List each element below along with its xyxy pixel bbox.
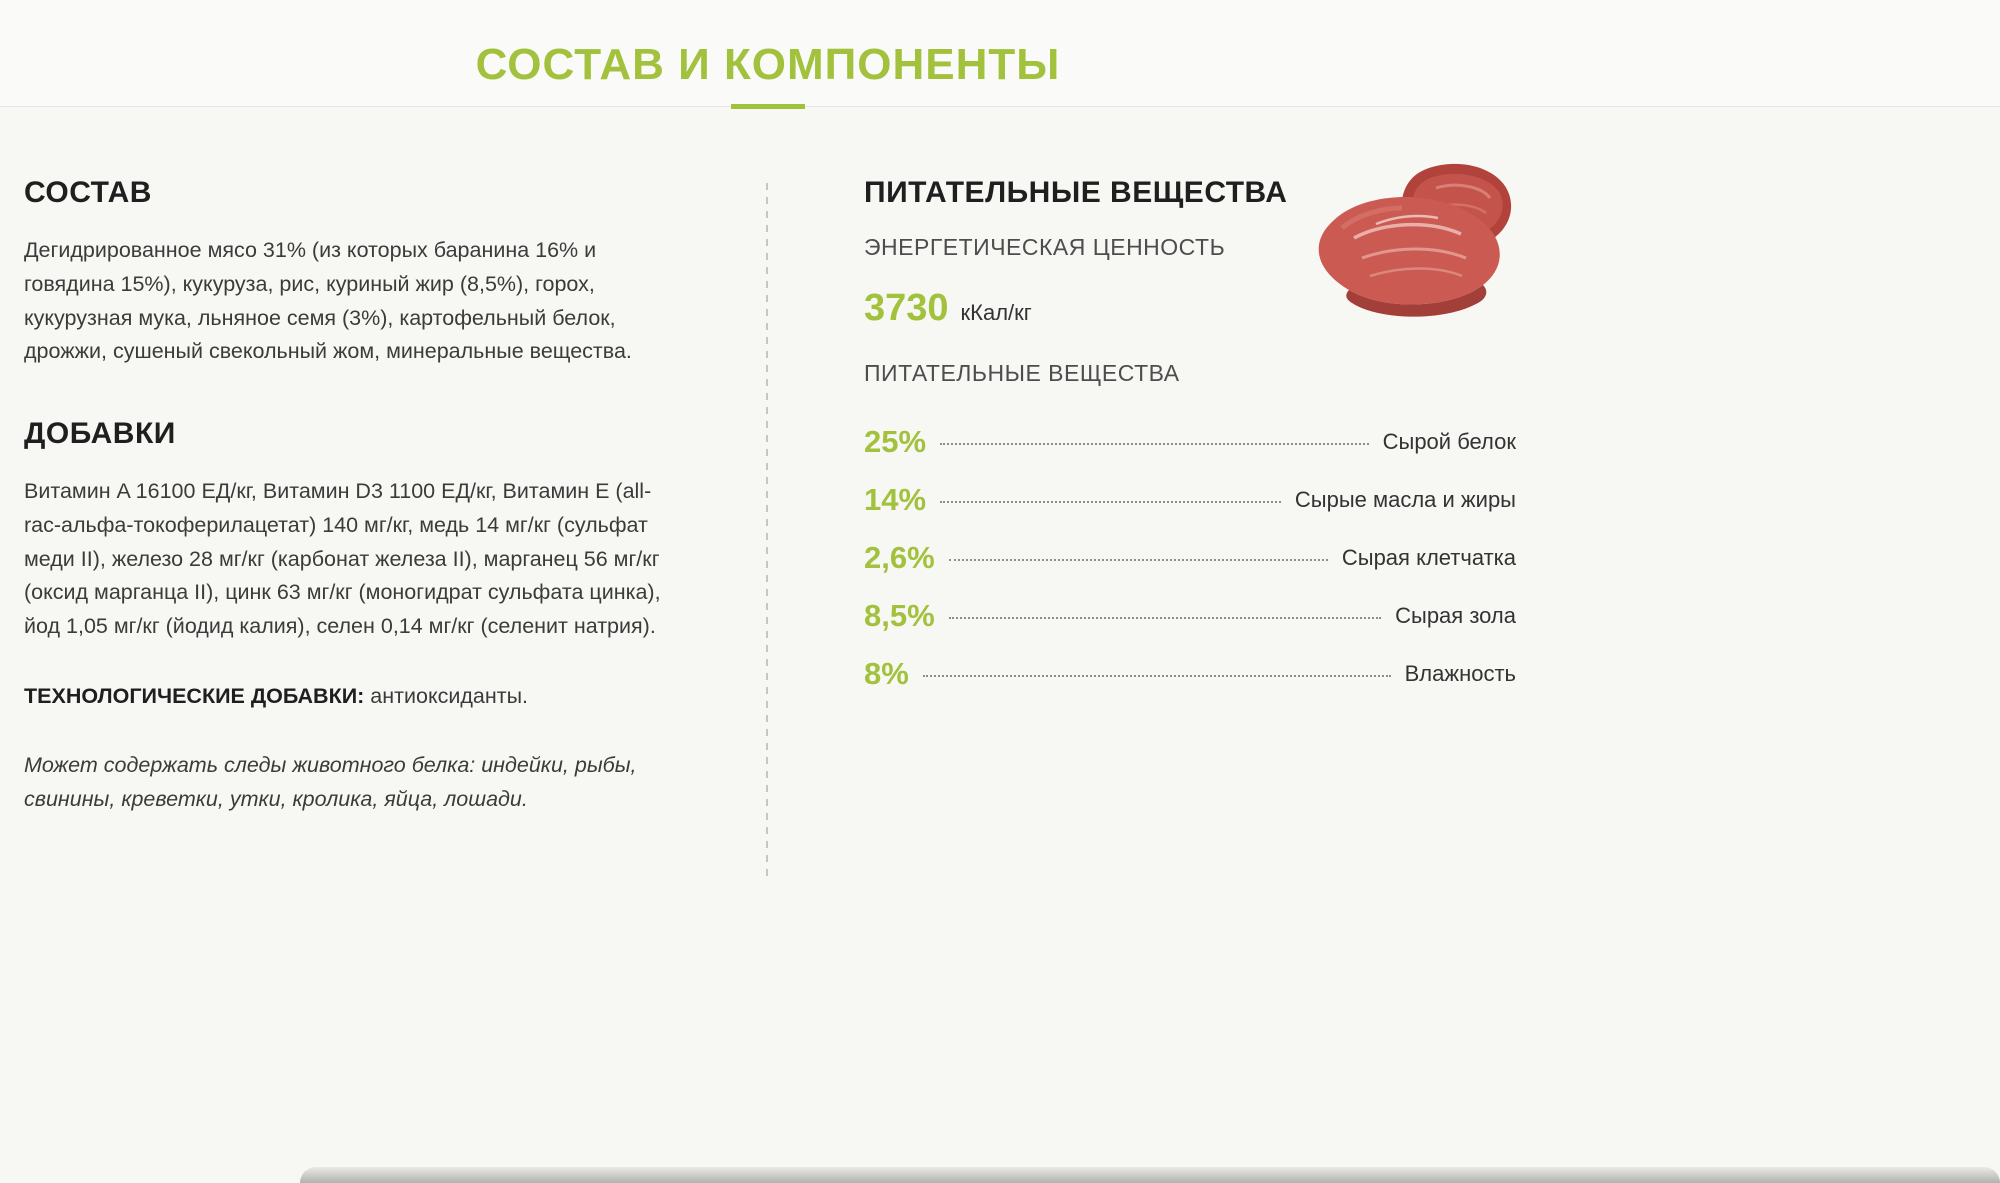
energy-caption: ЭНЕРГЕТИЧЕСКАЯ ЦЕННОСТЬ	[864, 234, 1226, 260]
dotted-leader	[922, 675, 1391, 677]
nutrient-row: 25% Сырой белок	[864, 413, 1516, 471]
nutrient-value: 25%	[864, 424, 927, 459]
composition-body: Дегидрированное мясо 31% (из которых бар…	[24, 238, 632, 364]
nutrient-row: 8,5% Сырая зола	[864, 587, 1516, 645]
nutrition-column: ПИТАТЕЛЬНЫЕ ВЕЩЕСТВА ЭНЕРГЕТИЧЕСКАЯ ЦЕНН…	[864, 176, 1516, 703]
nutrient-value: 2,6%	[864, 540, 935, 575]
nutrient-row: 14% Сырые масла и жиры	[864, 471, 1516, 529]
tech-additives-line: ТЕХНОЛОГИЧЕСКИЕ ДОБАВКИ: антиоксиданты.	[24, 680, 684, 712]
additives-heading: ДОБАВКИ	[24, 417, 176, 450]
traces-note: Может содержать следы животного белка: и…	[24, 753, 637, 812]
energy-value-row: 3730 кКал/кг	[864, 287, 1516, 330]
nutrient-label: Сырая клетчатка	[1341, 545, 1516, 570]
nutrient-row: 8% Влажность	[864, 645, 1516, 703]
nutrient-value: 14%	[864, 482, 927, 517]
nutrient-list: 25% Сырой белок 14% Сырые масла и жиры 2…	[864, 413, 1516, 703]
raw-meat-image	[1306, 158, 1518, 326]
title-underline	[731, 104, 805, 109]
energy-unit: кКал/кг	[960, 300, 1032, 325]
dotted-leader	[948, 617, 1382, 619]
tech-additives-value: антиоксиданты.	[370, 683, 528, 708]
section-header: СОСТАВ И КОМПОНЕНТЫ	[0, 0, 2000, 109]
nutrient-label: Сырая зола	[1395, 603, 1516, 628]
additives-body: Витамин A 16100 ЕД/кг, Витамин D3 1100 Е…	[24, 479, 661, 638]
nutrient-value: 8,5%	[864, 598, 935, 633]
energy-value: 3730	[864, 287, 949, 329]
nutrients-caption: ПИТАТЕЛЬНЫЕ ВЕЩЕСТВА	[864, 360, 1180, 386]
nutrient-label: Сырые масла и жиры	[1294, 487, 1516, 512]
vertical-dashed-divider	[766, 183, 768, 883]
nutrient-label: Влажность	[1404, 661, 1516, 686]
composition-heading: СОСТАВ	[24, 176, 152, 209]
nutrient-row: 2,6% Сырая клетчатка	[864, 529, 1516, 587]
page-title: СОСТАВ И КОМПОНЕНТЫ	[475, 40, 1061, 89]
tech-additives-label: ТЕХНОЛОГИЧЕСКИЕ ДОБАВКИ:	[24, 683, 365, 708]
nutrition-heading: ПИТАТЕЛЬНЫЕ ВЕЩЕСТВА	[864, 176, 1288, 209]
nutrient-value: 8%	[864, 656, 909, 691]
nutrient-label: Сырой белок	[1382, 429, 1516, 454]
dotted-leader	[948, 559, 1328, 561]
next-section-edge	[300, 1167, 2000, 1183]
dotted-leader	[940, 501, 1281, 503]
meat-steaks-illustration	[1318, 163, 1512, 317]
dotted-leader	[940, 443, 1369, 445]
composition-column: СОСТАВ Дегидрированное мясо 31% (из кото…	[24, 176, 684, 817]
